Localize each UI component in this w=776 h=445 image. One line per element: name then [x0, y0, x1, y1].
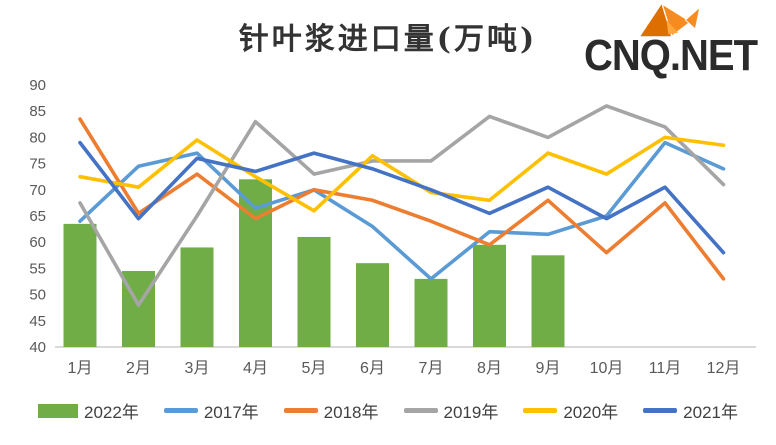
x-tick-label: 6月 — [360, 360, 385, 377]
plot-area: 90 85 80 75 70 65 60 55 50 45 40 1月 2月 3月 4月 5月 6月 7月 8月 9月… — [29, 77, 756, 377]
bar-2022年-6月 — [356, 263, 389, 347]
legend: 2022年 2017年 2018年 2019年 2020年 2021年 — [0, 398, 776, 423]
origami-fox-icon — [639, 2, 701, 38]
legend-swatch-2017年 — [163, 408, 198, 413]
bar-2022年-8月 — [473, 244, 506, 347]
x-tick-label: 11月 — [649, 360, 682, 377]
x-tick-label: 3月 — [185, 360, 210, 377]
x-tick-label: 8月 — [477, 360, 502, 377]
legend-item-2018年: 2018年 — [283, 398, 379, 423]
y-tick-label: 60 — [29, 234, 46, 251]
x-tick-label: 5月 — [302, 360, 327, 377]
bar-2022年-5月 — [297, 236, 331, 347]
legend-label: 2021年 — [683, 403, 738, 422]
line-2018年 — [78, 117, 726, 281]
line-2017年 — [78, 140, 726, 281]
legend-item-2021年: 2021年 — [643, 398, 738, 423]
line-2021年 — [78, 140, 726, 255]
x-tick-label: 10月 — [590, 360, 624, 377]
y-tick-label: 55 — [29, 260, 46, 277]
legend-label: 2020年 — [563, 403, 619, 422]
bar-2022年-3月 — [180, 247, 214, 347]
y-tick-label: 85 — [29, 103, 46, 120]
cnq-logo: CNQ.NET — [573, 2, 768, 80]
legend-item-2019年: 2019年 — [403, 398, 499, 423]
x-tick-label: 12月 — [707, 360, 741, 377]
legend-label: 2018年 — [323, 403, 379, 422]
y-tick-label: 40 — [29, 339, 46, 356]
legend-swatch-2021年 — [643, 408, 678, 413]
legend-swatch-2019年 — [403, 408, 438, 413]
bar-2022年-1月 — [63, 223, 97, 347]
cnq-logo-text: CNQ.NET — [584, 32, 758, 80]
x-tick-label: 2月 — [126, 360, 151, 377]
x-tick-label: 1月 — [68, 360, 93, 377]
legend-label: 2022年 — [84, 403, 139, 422]
bar-2022年-7月 — [414, 278, 448, 347]
y-tick-label: 50 — [29, 287, 46, 304]
chart-title: 针叶浆进口量(万吨) — [238, 22, 538, 57]
x-tick-label: 4月 — [243, 360, 268, 377]
legend-label: 2019年 — [443, 403, 499, 422]
bar-2022年-9月 — [531, 255, 565, 347]
y-tick-label: 70 — [29, 182, 46, 199]
y-tick-label: 65 — [29, 208, 46, 225]
x-tick-label: 7月 — [419, 360, 444, 377]
line-2020年 — [78, 135, 726, 213]
y-tick-label: 90 — [29, 77, 46, 94]
x-tick-label: 9月 — [536, 360, 561, 377]
y-tick-label: 75 — [29, 156, 46, 173]
legend-swatch-2020年 — [523, 408, 558, 413]
legend-item-2020年: 2020年 — [523, 398, 618, 423]
y-tick-label: 80 — [29, 129, 46, 146]
legend-item-2022年: 2022年 — [38, 398, 139, 423]
line-2019年 — [78, 104, 726, 307]
legend-item-2017年: 2017年 — [163, 398, 259, 423]
y-tick-label: 45 — [29, 313, 46, 330]
legend-label: 2017年 — [203, 403, 259, 422]
legend-swatch-2022年 — [38, 403, 79, 418]
legend-swatch-2018年 — [283, 408, 318, 413]
